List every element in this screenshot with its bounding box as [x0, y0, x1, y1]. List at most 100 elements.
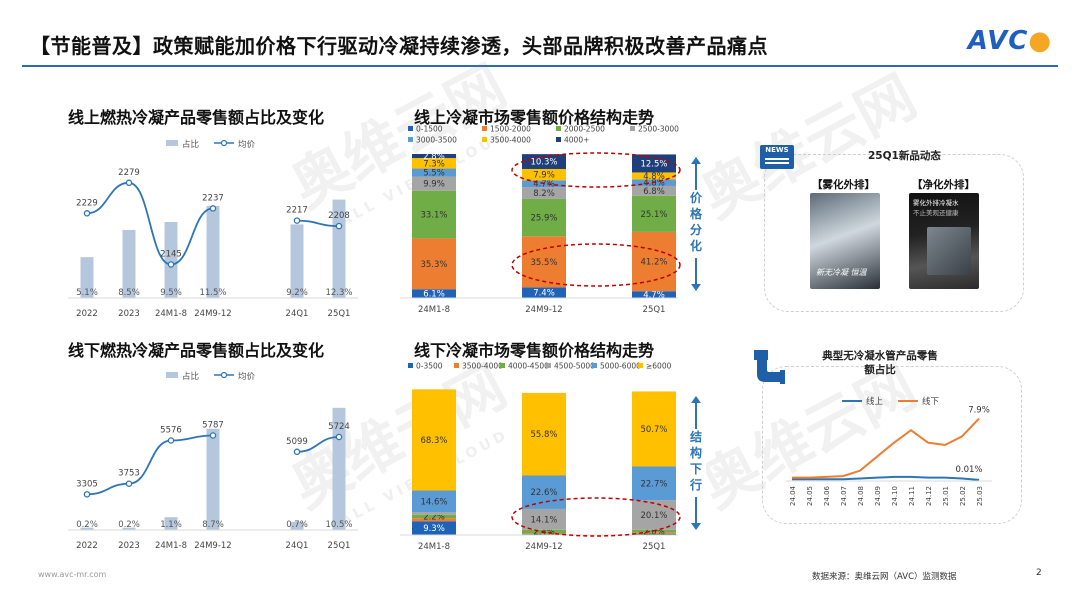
line-value-label: 5787: [202, 420, 224, 430]
stack-segment: [522, 392, 566, 476]
line-point: [167, 437, 175, 444]
side-label-box: [686, 190, 706, 258]
bar: [80, 527, 94, 530]
highlight-ellipse: [511, 152, 681, 188]
offline-price-chart: 0-3500 3500-4000 4000-4500 4500-5000 5000-60…: [400, 362, 706, 552]
legend-label: 4000+: [564, 136, 589, 145]
arrow-head: [691, 284, 701, 291]
page-number: 2: [1036, 568, 1042, 578]
segment-label: 2.0%: [643, 527, 665, 537]
x-tick-label: 25Q1: [328, 309, 351, 319]
segment-label: 50.7%: [640, 425, 667, 435]
legend-label: 均价: [238, 139, 256, 150]
product-label-mist: 【雾化外排】: [812, 179, 875, 191]
x-tick-label: 24M9-12: [194, 541, 231, 551]
legend-swatch: [408, 137, 413, 142]
side-label-char: 下: [690, 462, 702, 476]
segment-label: 12.5%: [640, 159, 667, 169]
line-value-label: 5099: [286, 437, 308, 447]
stack-segment: [522, 168, 566, 181]
stack-segment: [412, 518, 456, 522]
stack-segment: [412, 190, 456, 239]
legend-label: 3500-4000: [490, 136, 531, 145]
segment-label: 6.8%: [643, 187, 665, 197]
x-tick-label: 24.11: [908, 486, 916, 506]
line-point: [293, 448, 301, 456]
legend-swatch: [630, 126, 635, 131]
stack-segment: [522, 287, 566, 298]
x-tick-label: 25.01: [942, 486, 950, 506]
legend-label: 线上: [866, 396, 884, 407]
series-line: [86, 434, 214, 496]
offline-share-chart: 占比 均价 0.2% 2022 0.2% 2023 1.1% 24M1-8 8.7% 24M9-1…: [68, 371, 358, 551]
x-tick-label: 24.09: [874, 486, 882, 506]
stack-segment: [522, 475, 566, 509]
legend-label: 2000-2500: [564, 125, 605, 134]
x-tick-label: 2022: [76, 541, 98, 551]
stack-segment: [522, 154, 566, 169]
x-tick-label: 24M9-12: [525, 542, 562, 552]
legend-label: 1500-2000: [490, 125, 531, 134]
segment-label: 55.8%: [530, 430, 557, 440]
x-tick-label: 24M9-12: [194, 309, 231, 319]
legend-label: 均价: [238, 371, 256, 382]
x-tick-label: 24M1-8: [155, 309, 187, 319]
x-tick-label: 24.08: [857, 486, 865, 506]
new-products-panel: [764, 154, 1024, 312]
side-label-char: 化: [690, 238, 702, 253]
header-divider: [22, 65, 1058, 67]
arrow-head: [691, 157, 701, 164]
x-tick-label: 24M1-8: [418, 542, 450, 552]
offline-share-title: 线下燃热冷凝产品零售额占比及变化: [68, 341, 325, 360]
legend-swatch: [454, 363, 459, 368]
stack-segment: [522, 508, 566, 530]
x-tick-label: 2023: [118, 541, 140, 551]
x-tick-label: 25Q1: [643, 305, 666, 315]
line-value-label: 2279: [118, 168, 140, 178]
product-image-purify: 雾化外排冷凝水 不止美观还健康: [909, 193, 979, 289]
stack-segment: [632, 500, 676, 530]
x-tick-label: 2022: [76, 309, 98, 319]
segment-label: 35.5%: [530, 258, 557, 268]
stack-segment: [412, 168, 456, 177]
bar: [122, 527, 136, 530]
bar-label: 8.5%: [118, 288, 140, 298]
stack-segment: [412, 158, 456, 169]
line-point: [125, 179, 133, 187]
stack-segment: [632, 466, 676, 501]
heater-image: [927, 227, 971, 275]
legend-swatch: [556, 126, 561, 131]
segment-label: 7.3%: [423, 159, 445, 169]
series-line: [792, 417, 980, 479]
stack-segment: [632, 195, 676, 232]
segment-label: 35.3%: [420, 260, 447, 270]
line-point: [209, 205, 217, 212]
logo-text: AVC: [967, 26, 1029, 56]
stack-segment: [632, 533, 676, 535]
side-label-char: 行: [689, 477, 702, 492]
segment-label: 4.7%: [643, 291, 665, 301]
avc-logo: AVC●: [968, 26, 1052, 56]
x-tick-label: 2023: [118, 309, 140, 319]
stack-segment: [412, 512, 456, 515]
legend-marker: [220, 139, 228, 147]
x-tick-label: 24Q1: [286, 309, 309, 319]
series-line: [86, 181, 214, 266]
bar-label: 12.3%: [325, 288, 352, 298]
line-value-label: 2145: [160, 249, 182, 259]
website-url: www.avc-mr.com: [38, 570, 107, 579]
pipe-chart-panel: [762, 366, 1022, 524]
end-value-label: 7.9%: [968, 406, 990, 416]
online-price-title: 线上冷凝市场零售额价格结构走势: [414, 108, 655, 127]
product-caption: 不止美观还健康: [913, 209, 959, 217]
x-tick-label: 24M1-8: [418, 305, 450, 315]
legend-label: 占比: [182, 139, 199, 150]
pipe-chart-title: 典型无冷凝水管产品零售额占比: [822, 350, 938, 376]
segment-label: 9.3%: [423, 524, 445, 534]
x-tick-label: 24.12: [925, 486, 933, 506]
legend-label: ≥6000: [646, 362, 672, 371]
segment-label: 5.5%: [423, 169, 445, 179]
legend-swatch: [592, 363, 597, 368]
series-line: [296, 436, 340, 453]
side-label-box: [686, 429, 706, 497]
